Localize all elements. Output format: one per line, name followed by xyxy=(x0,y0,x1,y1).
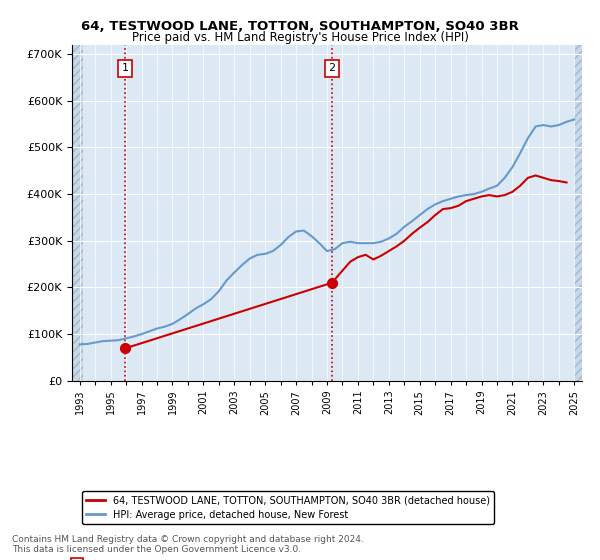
Text: Contains HM Land Registry data © Crown copyright and database right 2024.
This d: Contains HM Land Registry data © Crown c… xyxy=(12,535,364,554)
Text: Price paid vs. HM Land Registry's House Price Index (HPI): Price paid vs. HM Land Registry's House … xyxy=(131,31,469,44)
Bar xyxy=(72,45,83,381)
Text: 2: 2 xyxy=(328,63,335,73)
Legend: 64, TESTWOOD LANE, TOTTON, SOUTHAMPTON, SO40 3BR (detached house), HPI: Average : 64, TESTWOOD LANE, TOTTON, SOUTHAMPTON, … xyxy=(82,491,494,524)
Bar xyxy=(574,45,582,381)
Text: 64, TESTWOOD LANE, TOTTON, SOUTHAMPTON, SO40 3BR: 64, TESTWOOD LANE, TOTTON, SOUTHAMPTON, … xyxy=(81,20,519,32)
Text: 1: 1 xyxy=(122,63,128,73)
